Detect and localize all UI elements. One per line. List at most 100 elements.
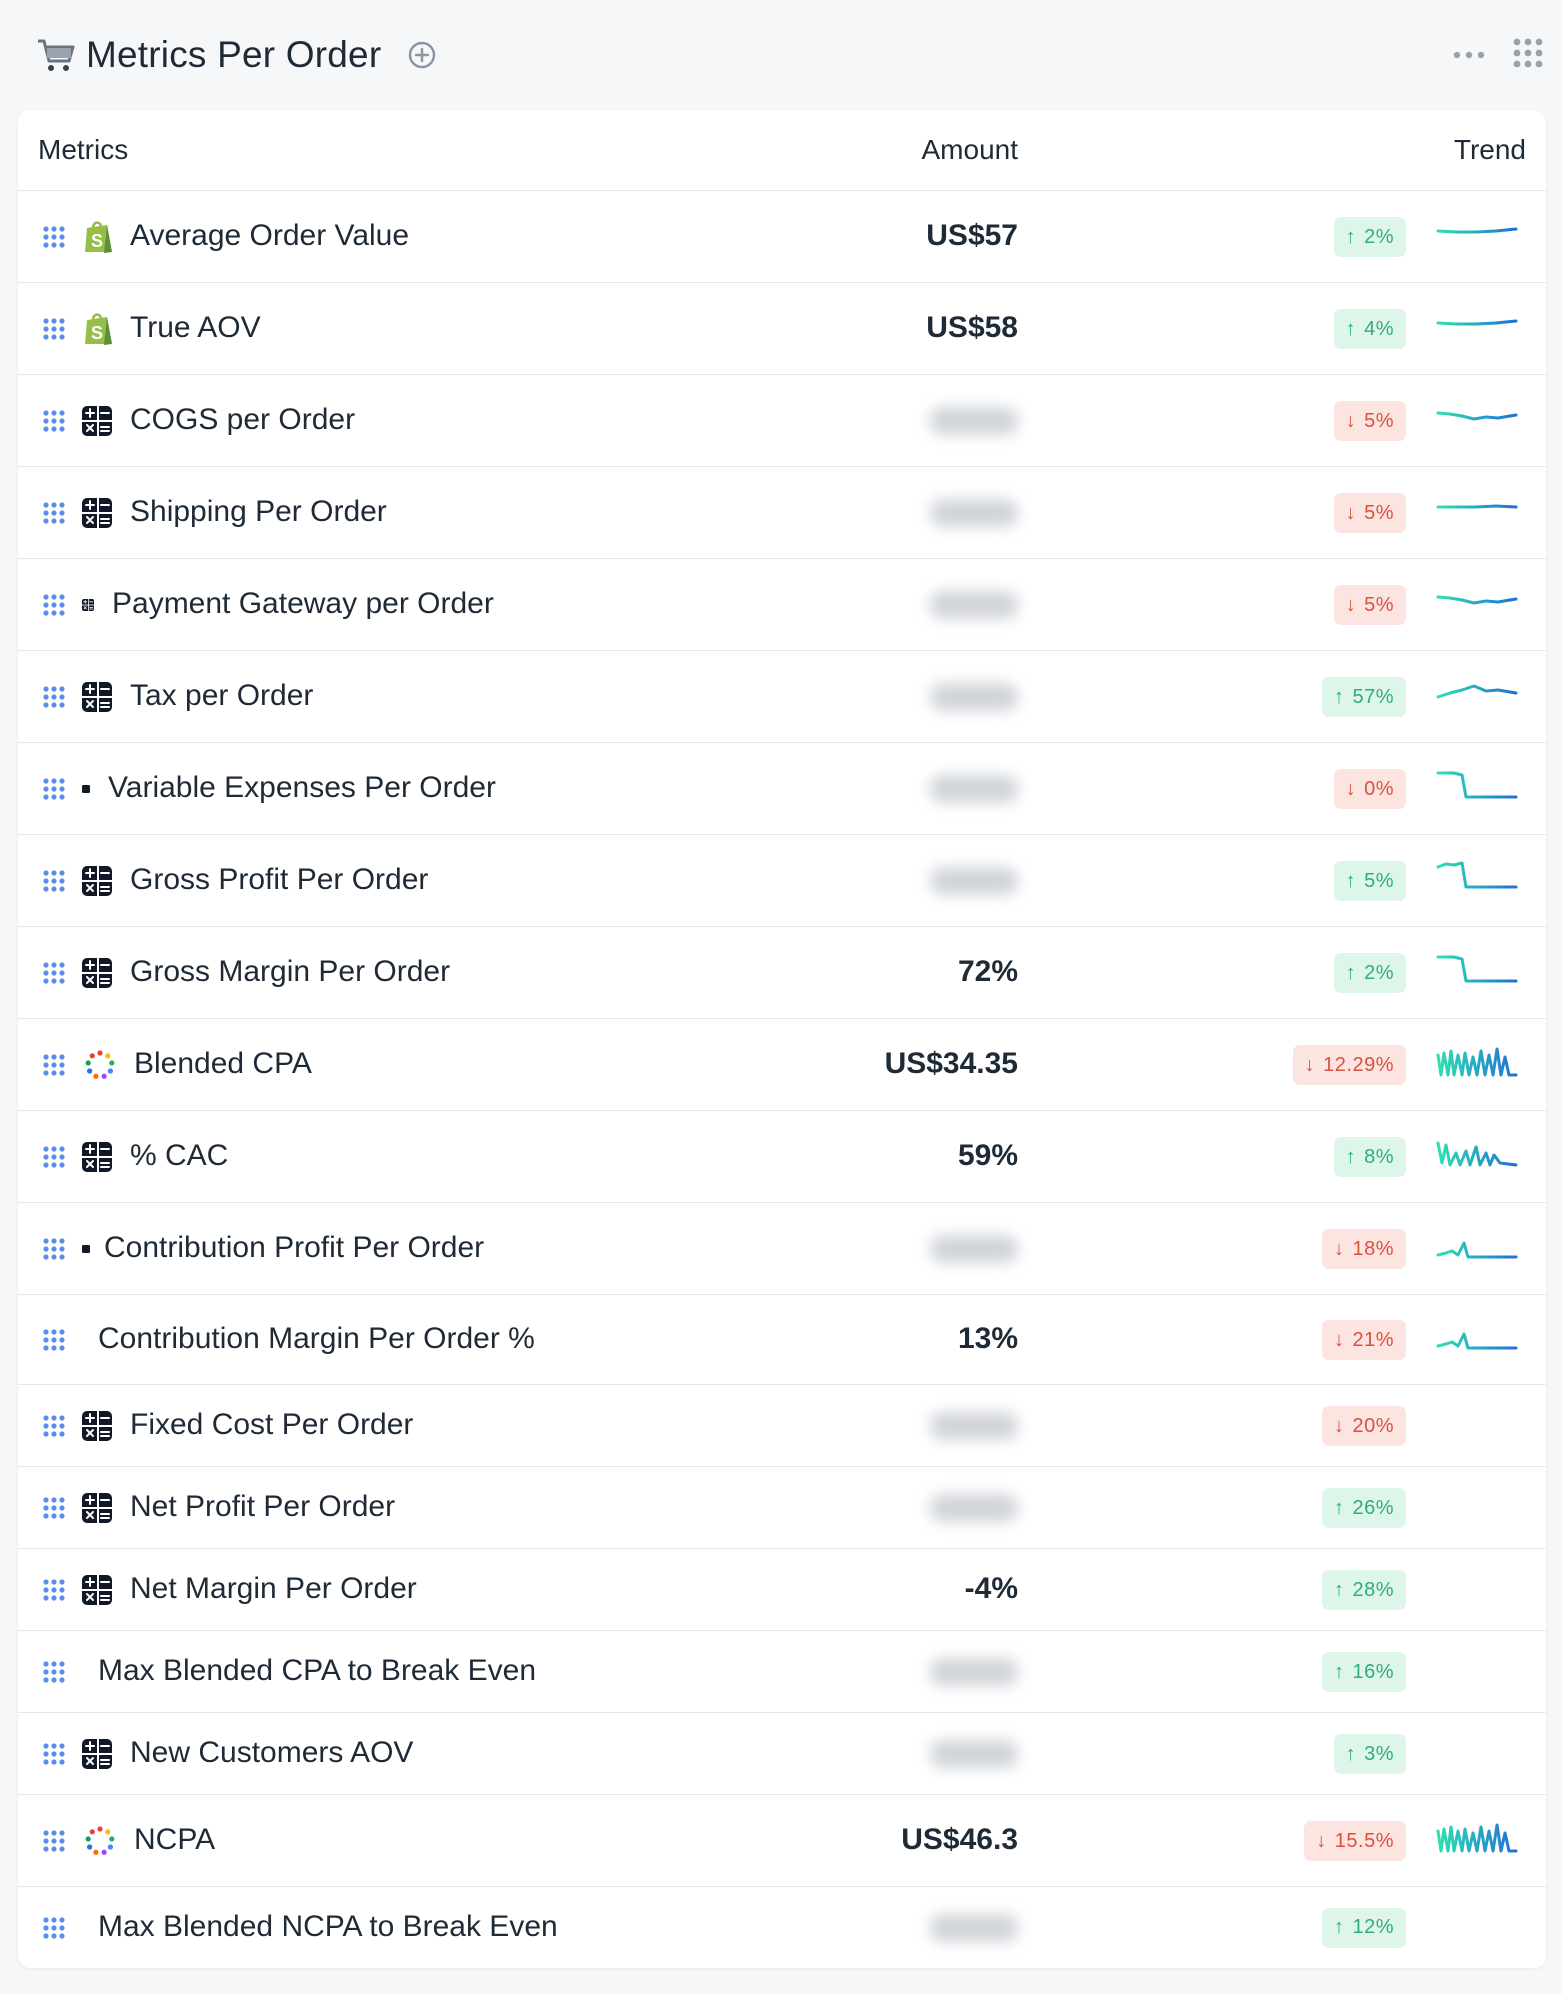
drag-handle-icon[interactable] [42, 1829, 66, 1853]
drag-handle-icon[interactable] [42, 1145, 66, 1169]
trend-sparkline [1436, 1332, 1518, 1350]
drag-handle-icon[interactable] [42, 1414, 66, 1438]
trend-badge: ↑ 8% [1333, 1137, 1406, 1177]
drag-handle-icon[interactable] [42, 317, 66, 341]
calculator-icon [82, 1411, 112, 1441]
drag-handle-icon[interactable] [42, 593, 66, 617]
drag-handle-icon[interactable] [42, 685, 66, 709]
table-header: Metrics Amount Trend [18, 110, 1546, 191]
drag-handle-icon[interactable] [42, 409, 66, 433]
arrow-up-icon: ↑ [1333, 1578, 1345, 1601]
trend-percent: 16% [1352, 1660, 1394, 1683]
table-row[interactable]: Shipping Per Order ↓ 5% [18, 467, 1546, 559]
trend-sparkline [1436, 684, 1518, 699]
amount-value-hidden [930, 867, 1018, 895]
drag-handle-icon[interactable] [42, 501, 66, 525]
table-row[interactable]: NCPA US$46.3 ↓ 15.5% [18, 1795, 1546, 1887]
arrow-up-icon: ↑ [1345, 961, 1357, 984]
table-row[interactable]: Net Margin Per Order -4% ↑ 28% [18, 1549, 1546, 1631]
trend-badge: ↓ 0% [1333, 769, 1406, 809]
table-row[interactable]: Variable Expenses Per Order ↓ 0% [18, 743, 1546, 835]
drag-handle-icon[interactable] [42, 1916, 66, 1940]
amount-value-hidden [930, 1494, 1018, 1522]
trend-percent: 12% [1352, 1916, 1394, 1938]
arrow-down-icon: ↓ [1333, 1414, 1345, 1437]
table-row[interactable]: % CAC 59% ↑ 8% [18, 1111, 1546, 1203]
table-row[interactable]: Payment Gateway per Order ↓ 5% [18, 559, 1546, 651]
metric-label: Max Blended NCPA to Break Even [98, 1909, 558, 1943]
trend-badge: ↓ 20% [1321, 1406, 1406, 1446]
drag-handle-icon[interactable] [42, 777, 66, 801]
drag-handle-icon[interactable] [42, 869, 66, 893]
trend-badge: ↓ 5% [1333, 401, 1406, 441]
drag-handle-icon[interactable] [42, 1328, 66, 1352]
table-row[interactable]: S True AOV US$58 ↑ 4% [18, 283, 1546, 375]
trend-percent: 3% [1364, 1742, 1394, 1765]
drag-handle-icon[interactable] [42, 961, 66, 985]
metric-label: Fixed Cost Per Order [130, 1408, 414, 1441]
metric-label: COGS per Order [130, 403, 356, 436]
drag-handle-icon[interactable] [42, 1742, 66, 1766]
column-header-trend[interactable]: Trend [1453, 134, 1526, 165]
metric-label: Net Margin Per Order [130, 1572, 417, 1605]
metrics-table-card: Metrics Amount Trend S Average Order Valu… [18, 110, 1546, 1968]
trend-percent: 0% [1364, 777, 1394, 800]
trend-badge: ↑ 28% [1321, 1570, 1406, 1610]
amount-value: 13% [957, 1322, 1018, 1355]
arrow-up-icon: ↑ [1345, 1742, 1357, 1765]
table-row[interactable]: Contribution Margin Per Order % 13% ↓ 21% [18, 1295, 1546, 1385]
shopify-icon: S [85, 313, 112, 345]
table-row[interactable]: Tax per Order ↑ 57% [18, 651, 1546, 743]
table-row[interactable]: Gross Margin Per Order 72% ↑ 2% [18, 927, 1546, 1019]
table-row[interactable]: Fixed Cost Per Order ↓ 20% [18, 1385, 1546, 1467]
dots-ring-icon [85, 1826, 115, 1855]
trend-percent: 4% [1364, 317, 1394, 340]
table-row[interactable]: Gross Profit Per Order ↑ 5% [18, 835, 1546, 927]
table-row[interactable]: COGS per Order ↓ 5% [18, 375, 1546, 467]
drag-handle-icon[interactable] [42, 1660, 66, 1684]
trend-percent: 12.29% [1323, 1053, 1394, 1076]
metric-label: Net Profit Per Order [130, 1490, 396, 1523]
amount-value: US$34.35 [884, 1047, 1018, 1080]
table-row[interactable]: S Average Order Value US$57 ↑ 2% [18, 191, 1546, 283]
arrow-up-icon: ↑ [1345, 1145, 1357, 1168]
trend-badge: ↑ 5% [1333, 861, 1406, 901]
trend-percent: 15.5% [1334, 1829, 1394, 1852]
metric-label: Gross Margin Per Order [130, 955, 451, 988]
metric-label: Contribution Profit Per Order [104, 1231, 485, 1264]
arrow-up-icon: ↑ [1333, 685, 1345, 708]
grid-icon[interactable] [1512, 37, 1544, 69]
table-row[interactable]: New Customers AOV ↑ 3% [18, 1713, 1546, 1795]
arrow-down-icon: ↓ [1304, 1053, 1316, 1076]
arrow-up-icon: ↑ [1333, 1660, 1345, 1683]
drag-handle-icon[interactable] [42, 1237, 66, 1261]
drag-handle-icon[interactable] [42, 1053, 66, 1077]
ellipsis-icon[interactable] [1450, 40, 1488, 70]
trend-badge: ↑ 2% [1333, 217, 1406, 257]
trend-badge: ↑ 16% [1321, 1652, 1406, 1692]
trend-sparkline [1436, 319, 1518, 326]
trend-sparkline [1436, 1241, 1518, 1259]
drag-handle-icon[interactable] [42, 1496, 66, 1520]
metric-label: Shipping Per Order [130, 495, 387, 528]
table-row[interactable]: Net Profit Per Order ↑ 26% [18, 1467, 1546, 1549]
drag-handle-icon[interactable] [42, 1578, 66, 1602]
metric-label: Tax per Order [130, 679, 314, 712]
table-row[interactable]: Contribution Profit Per Order ↓ 18% [18, 1203, 1546, 1295]
arrow-down-icon: ↓ [1333, 1328, 1345, 1351]
trend-badge: ↑ 26% [1321, 1488, 1406, 1528]
plus-circle-icon[interactable] [407, 40, 437, 70]
trend-badge: ↑ 12% [1321, 1907, 1406, 1948]
calculator-icon [82, 1493, 112, 1523]
table-row[interactable]: Max Blended NCPA to Break Even ↑ 12% [18, 1887, 1546, 1968]
column-header-metrics[interactable]: Metrics [38, 134, 129, 165]
trend-percent: 21% [1352, 1328, 1394, 1351]
trend-sparkline [1436, 227, 1518, 234]
table-row[interactable]: Max Blended CPA to Break Even ↑ 16% [18, 1631, 1546, 1713]
shopify-icon: S [85, 221, 112, 253]
trend-sparkline [1436, 771, 1518, 799]
column-header-amount[interactable]: Amount [921, 134, 1019, 165]
trend-badge: ↓ 5% [1333, 585, 1406, 625]
table-row[interactable]: Blended CPA US$34.35 ↓ 12.29% [18, 1019, 1546, 1111]
drag-handle-icon[interactable] [42, 225, 66, 249]
